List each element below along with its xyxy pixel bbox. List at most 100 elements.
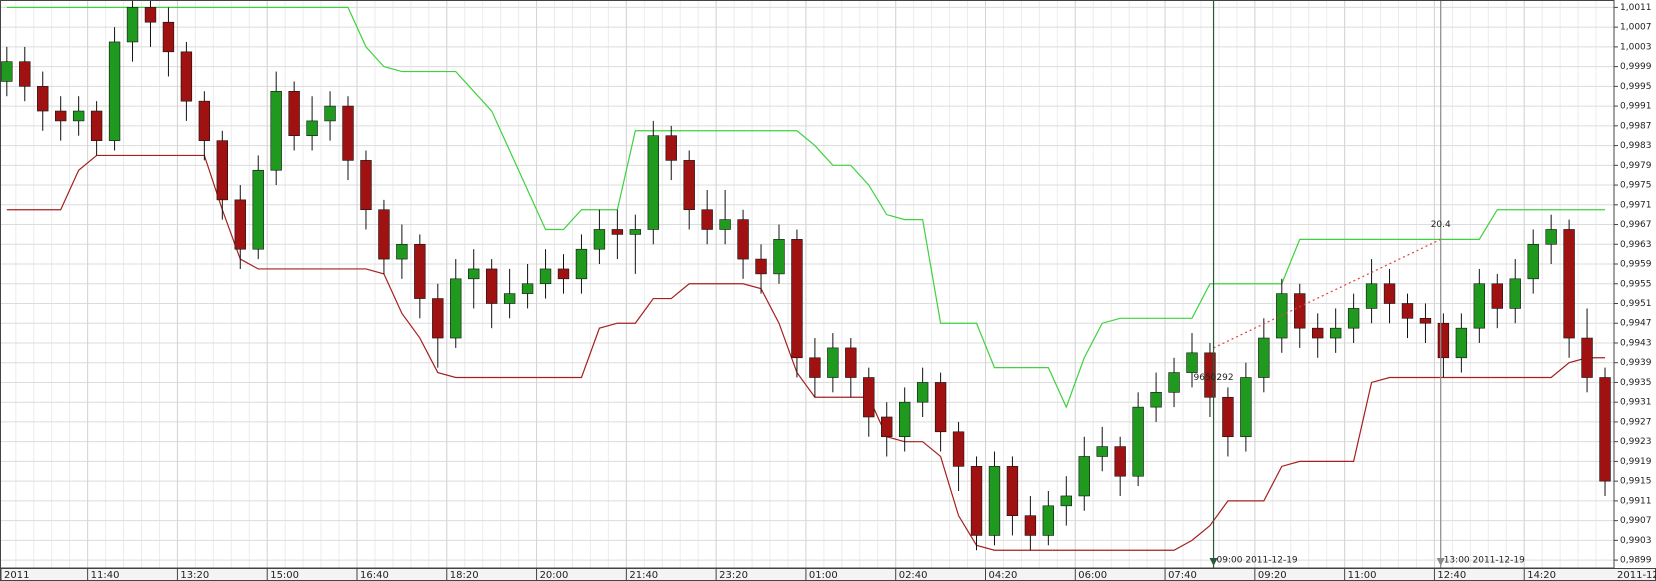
y-tick-label: 1,0007: [1620, 23, 1652, 33]
candle-body: [1545, 229, 1557, 245]
candle-body: [1078, 456, 1090, 497]
y-tick-label: 1,0011: [1620, 3, 1652, 13]
x-tick-label: 01:00: [809, 570, 838, 581]
x-tick-label: 11:00: [1348, 570, 1377, 581]
y-tick-label: 0,9915: [1620, 477, 1652, 487]
y-tick-label: 0,9919: [1620, 457, 1652, 467]
x-tick-label: 20:00: [540, 570, 569, 581]
candle-body: [396, 243, 408, 260]
candle-body: [1132, 406, 1144, 477]
candle-body: [629, 229, 642, 235]
candle-body: [1096, 446, 1108, 457]
candle-body: [162, 21, 175, 53]
time-marker-label: 13:00 2011-12-19: [1444, 556, 1525, 566]
candle-body: [1006, 466, 1019, 516]
candle-body: [37, 86, 49, 112]
candle-body: [1455, 327, 1468, 359]
candle-body: [1599, 377, 1611, 482]
candle-body: [575, 248, 588, 280]
x-tick-label: 23:20: [719, 570, 748, 581]
trend-line: [1213, 238, 1441, 349]
x-tick-label: 07:40: [1168, 570, 1197, 581]
candle-body: [19, 61, 31, 87]
x-tick-label: 11:40: [91, 570, 120, 581]
y-tick-label: 0,9899: [1620, 556, 1652, 566]
candle-body: [988, 466, 1001, 536]
candle-body: [521, 283, 534, 294]
candle-body: [378, 209, 390, 260]
x-tick-label: 15:00: [270, 570, 299, 581]
y-tick-label: 0,9959: [1620, 260, 1652, 270]
candle-body: [970, 466, 983, 536]
candle-body: [1581, 337, 1593, 378]
candle-body: [1383, 283, 1396, 304]
candle-body: [270, 90, 282, 171]
candle-body: [719, 219, 731, 230]
candle-body: [1419, 317, 1432, 324]
candle-body: [665, 135, 677, 161]
candle-body: [1150, 392, 1162, 408]
candle-body: [198, 100, 211, 141]
axes: 0,9899 0,9903 0,9907 0,9911 0,9915 0,9919 0,99…: [0, 3, 1656, 581]
candle-body: [126, 7, 139, 43]
y-tick-label: 0,9947: [1620, 319, 1652, 329]
y-tick-label: 0,9979: [1620, 161, 1652, 171]
candle-body: [1563, 229, 1575, 339]
candle-body: [1491, 283, 1503, 309]
candle-body: [1527, 243, 1539, 280]
candle-body: [216, 140, 228, 201]
candle-body: [414, 243, 426, 299]
candle-body: [485, 268, 498, 304]
y-tick-label: 0,9975: [1620, 181, 1652, 191]
candle-body: [1473, 283, 1486, 329]
y-tick-label: 0,9923: [1620, 437, 1652, 447]
candle-body: [1, 61, 13, 82]
candle-body: [791, 239, 803, 359]
candle-body: [1240, 377, 1252, 438]
candle-body: [809, 357, 821, 378]
x-tick-label: 2011: [4, 570, 29, 581]
y-tick-label: 0,9967: [1620, 220, 1652, 230]
channel-line: [6, 6, 1606, 409]
candle-body: [899, 401, 911, 438]
candle-body: [647, 135, 659, 230]
candle-body: [683, 160, 695, 211]
y-tick-label: 1,0003: [1620, 42, 1652, 52]
candle-body: [288, 90, 300, 137]
candle-body: [701, 209, 713, 230]
x-tick-label: 09:20: [1258, 570, 1287, 581]
x-tick-label: 16:40: [360, 570, 389, 581]
y-tick-label: 0,9999: [1620, 62, 1652, 72]
x-tick-label: 13:20: [180, 570, 209, 581]
candle-body: [234, 199, 246, 250]
candle-body: [952, 431, 965, 467]
candle-body: [737, 219, 749, 260]
candle-body: [916, 382, 929, 403]
x-tick-label: 21:40: [629, 570, 658, 581]
candle-body: [144, 7, 157, 23]
note-label: 20.4: [1431, 220, 1451, 230]
y-tick-label: 0,9971: [1620, 200, 1652, 210]
plot-area: 09:00 2011-12-19 13:00 2011-12-19 9650292 2…: [1, 0, 1611, 568]
candle-body: [593, 229, 606, 250]
candle-body: [306, 120, 318, 137]
candle-body: [863, 377, 875, 418]
y-tick-label: 0,9963: [1620, 240, 1652, 250]
x-tick-label: 04:20: [988, 570, 1017, 581]
date-label: 2011-12-19: [1617, 570, 1656, 581]
y-tick-label: 0,9995: [1620, 82, 1652, 92]
y-tick-label: 0,9935: [1620, 378, 1652, 388]
candle-body: [539, 268, 552, 285]
candle-body: [1329, 327, 1342, 339]
y-tick-label: 0,9939: [1620, 358, 1652, 368]
candle-body: [1509, 278, 1521, 309]
time-marker-label: 09:00 2011-12-19: [1217, 556, 1298, 566]
time-marker-arrow: [1436, 558, 1445, 566]
candle-body: [503, 293, 516, 304]
candle-body: [324, 105, 336, 122]
candle-body: [468, 268, 480, 280]
candle-body: [1168, 372, 1180, 393]
y-tick-label: 0,9991: [1620, 102, 1652, 112]
